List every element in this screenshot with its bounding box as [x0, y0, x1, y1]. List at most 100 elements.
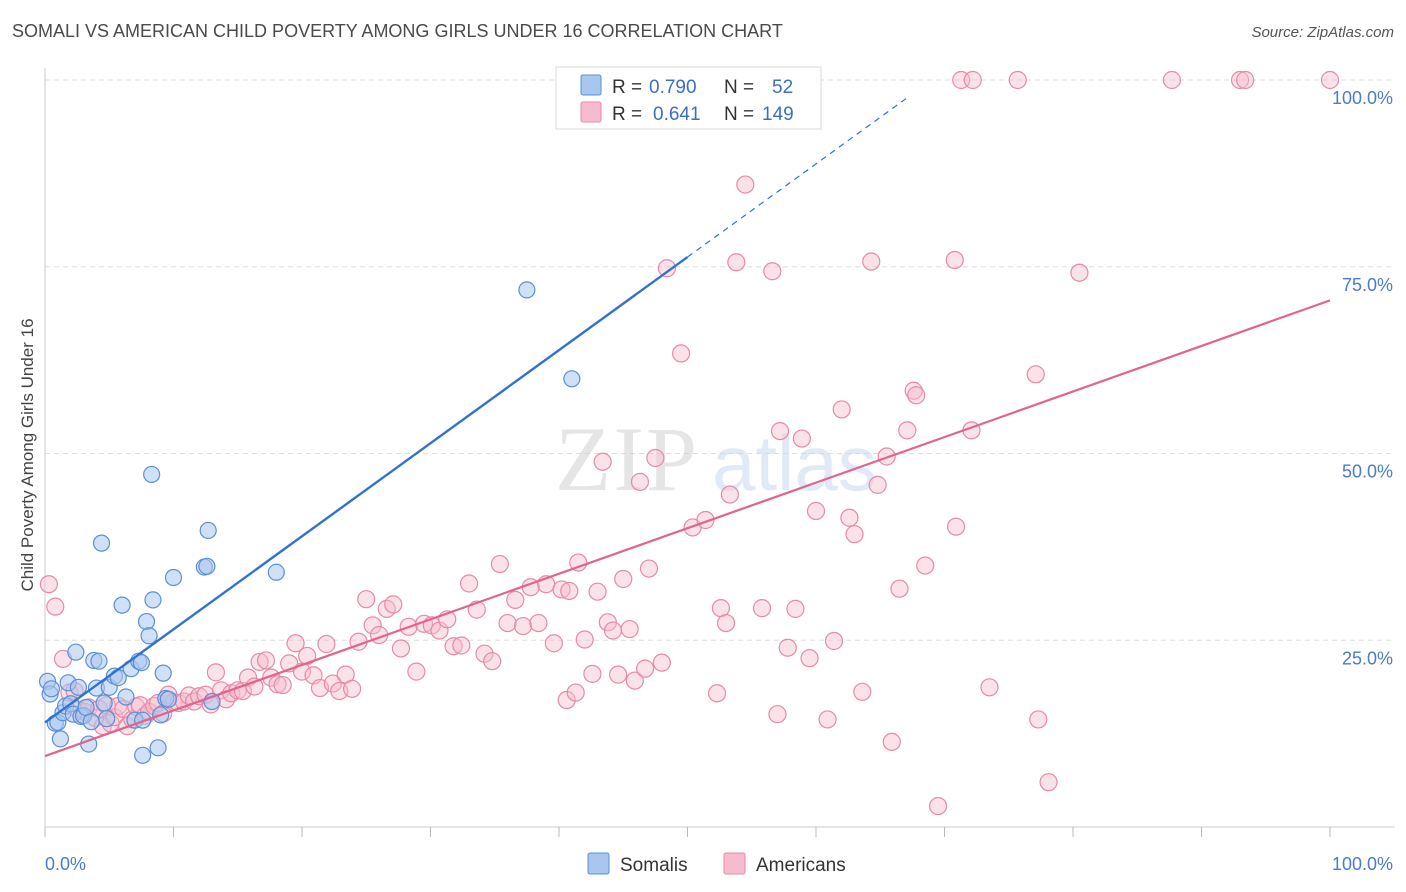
somali-trend-line	[44, 256, 689, 724]
american-point	[639, 559, 659, 578]
american-trend-line	[44, 299, 1331, 758]
american-point	[268, 675, 287, 694]
american-point	[593, 452, 612, 471]
american-point	[946, 517, 966, 536]
watermark-zip: ZIP	[555, 408, 699, 510]
american-point	[890, 579, 909, 598]
american-point	[862, 252, 881, 271]
american-point	[1070, 263, 1089, 282]
somali-point	[134, 746, 152, 764]
somali-points	[38, 281, 581, 764]
trend-lines	[44, 98, 1331, 758]
american-point	[391, 639, 411, 658]
somali-point	[518, 281, 536, 299]
american-point	[566, 683, 585, 702]
y-tick-label: 50.0%	[1342, 462, 1393, 482]
american-point	[916, 556, 935, 575]
somali-point	[143, 465, 161, 484]
somali-point	[90, 652, 108, 670]
american-point	[46, 597, 65, 616]
american-point	[980, 678, 999, 697]
somali-point	[67, 643, 85, 661]
x-tick-label: 100.0%	[1332, 854, 1393, 874]
legend-american-n-label: N =	[724, 104, 754, 125]
american-point	[513, 616, 533, 636]
american-point	[778, 638, 797, 657]
american-point	[945, 250, 964, 270]
source-label: Source: ZipAtlas.com	[1251, 24, 1394, 41]
american-point	[882, 732, 901, 751]
x-tick-label: 0.0%	[45, 854, 86, 874]
bottom-legend: Somalis Americans	[587, 852, 846, 876]
american-point	[770, 421, 790, 441]
american-point	[907, 386, 926, 405]
grid-lines	[45, 79, 1395, 641]
somali-point	[199, 521, 217, 540]
american-point	[707, 684, 727, 703]
american-point	[1236, 70, 1255, 90]
american-point	[727, 253, 746, 272]
american-point	[459, 574, 479, 593]
american-point	[868, 475, 887, 494]
somali-point	[98, 710, 116, 728]
american-point	[1230, 70, 1250, 90]
american-point	[490, 554, 509, 574]
american-point	[286, 634, 305, 653]
american-points	[39, 70, 1340, 816]
american-point	[818, 710, 837, 729]
american-point	[630, 472, 650, 491]
somali-point	[267, 563, 285, 581]
somali-trend-extension	[687, 98, 907, 258]
legend-swatch-somali	[580, 74, 602, 96]
american-point	[752, 599, 772, 618]
american-point	[1320, 70, 1340, 90]
somali-point	[95, 694, 113, 712]
somali-point	[42, 680, 61, 698]
american-point	[569, 553, 588, 572]
chart-title: SOMALI VS AMERICAN CHILD POVERTY AMONG G…	[12, 21, 783, 41]
bottom-legend-american: Americans	[756, 855, 846, 876]
somali-point	[69, 678, 88, 696]
american-point	[588, 582, 607, 601]
american-point	[1039, 773, 1058, 792]
american-point	[620, 619, 639, 639]
y-tick-label: 25.0%	[1342, 648, 1393, 668]
american-point	[250, 652, 269, 672]
american-point	[652, 653, 671, 672]
american-point	[323, 674, 342, 693]
somali-point	[164, 568, 183, 587]
american-point	[384, 595, 403, 614]
somali-point	[140, 627, 158, 645]
american-point	[273, 675, 292, 695]
somali-point	[144, 591, 162, 609]
american-point	[506, 590, 525, 610]
legend-somali-r-value: 0.790	[649, 77, 697, 98]
tick-labels: 25.0% 50.0% 75.0% 100.0% 0.0% 100.0%	[45, 88, 1393, 874]
legend-american-n-value: 149	[762, 104, 794, 125]
american-point	[625, 671, 644, 690]
american-point	[560, 581, 579, 601]
somali-point	[117, 688, 135, 706]
american-point	[840, 508, 859, 527]
somali-point	[92, 534, 111, 552]
american-point	[317, 634, 336, 654]
american-point	[928, 796, 948, 816]
american-point	[343, 679, 362, 698]
somali-point	[149, 739, 167, 757]
american-point	[1162, 70, 1182, 90]
somali-point	[198, 557, 216, 575]
somali-point	[113, 596, 131, 614]
american-point	[832, 400, 851, 419]
somali-point	[134, 711, 152, 729]
american-point	[635, 659, 655, 678]
american-point	[792, 429, 811, 448]
legend-swatch-american	[580, 101, 602, 123]
american-point	[483, 652, 502, 671]
somali-point	[82, 713, 100, 731]
american-point	[800, 649, 819, 668]
american-point	[444, 637, 463, 656]
y-axis-title: Child Poverty Among Girls Under 16	[18, 318, 37, 591]
american-point	[544, 634, 563, 653]
american-point	[1029, 710, 1048, 729]
